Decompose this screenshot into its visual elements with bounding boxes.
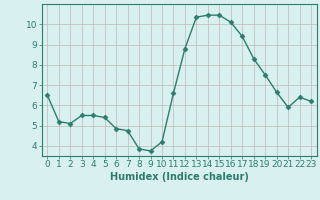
X-axis label: Humidex (Indice chaleur): Humidex (Indice chaleur) — [110, 172, 249, 182]
